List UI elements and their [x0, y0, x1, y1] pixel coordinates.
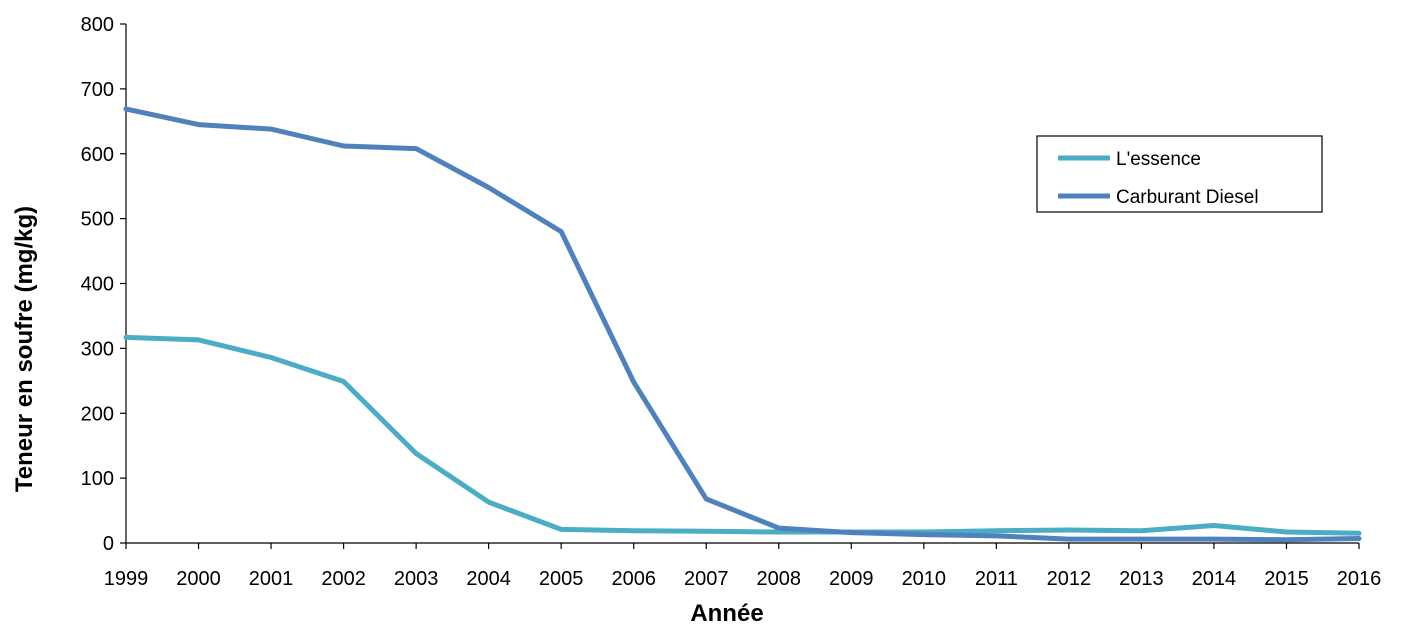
x-tick-label: 2016 [1337, 568, 1382, 590]
x-tick-label: 2000 [176, 568, 221, 590]
x-tick-label: 2012 [1047, 568, 1092, 590]
x-tick-label: 1999 [104, 568, 149, 590]
y-tick-label: 300 [81, 338, 114, 360]
x-tick-label: 2003 [394, 568, 439, 590]
x-tick-label: 2004 [466, 568, 511, 590]
y-tick-label: 500 [81, 209, 114, 231]
legend-box [1036, 135, 1323, 213]
x-axis-title: Année [690, 600, 763, 627]
series-lines [123, 106, 1362, 543]
y-ticks: 0 100 200 300 400 500 600 700 800 [81, 14, 126, 555]
legend: L'essence Carburant Diesel [1036, 135, 1323, 213]
x-tick-label: 2011 [975, 568, 1018, 590]
x-tick-label: 2014 [1192, 568, 1237, 590]
y-tick-label: 400 [81, 274, 114, 296]
legend-label: Carburant Diesel [1116, 187, 1259, 208]
x-tick-label: 2006 [611, 568, 656, 590]
y-tick-label: 700 [81, 79, 114, 101]
y-tick-label: 800 [81, 14, 114, 36]
y-tick-label: 200 [81, 403, 114, 425]
x-tick-label: 2013 [1119, 568, 1164, 590]
y-axis-title: Teneur en soufre (mg/kg) [11, 206, 38, 492]
x-tick-label: 2002 [321, 568, 366, 590]
x-tick-label: 2008 [757, 568, 802, 590]
y-tick-label: 0 [103, 533, 114, 555]
series-line-essence [123, 334, 1362, 536]
series-line-diesel [123, 106, 1362, 543]
x-tick-label: 2010 [902, 568, 947, 590]
legend-label: L'essence [1116, 149, 1201, 170]
y-tick-label: 600 [81, 144, 114, 166]
x-tick-label: 2015 [1264, 568, 1309, 590]
y-tick-label: 100 [81, 468, 114, 490]
x-tick-label: 2009 [829, 568, 874, 590]
axes [125, 24, 1359, 544]
x-ticks: 1999 2000 2001 2002 2003 2004 2005 2006 2007 2008… [104, 543, 1382, 590]
x-tick-label: 2007 [684, 568, 729, 590]
x-tick-label: 2005 [539, 568, 584, 590]
x-tick-label: 2001 [249, 568, 294, 590]
